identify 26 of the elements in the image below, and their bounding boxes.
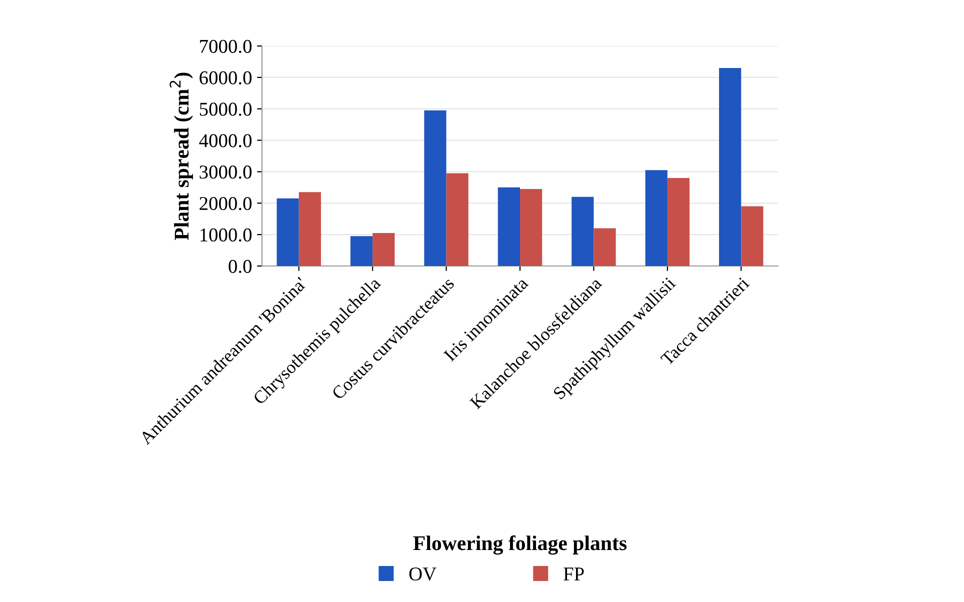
y-axis-title: Plant spread (cm$^{2}$)	[170, 72, 193, 240]
y-tick-label: 0.0	[228, 260, 252, 274]
bar	[446, 173, 468, 266]
bar	[372, 233, 395, 266]
y-tick-label: 3000.0	[200, 166, 252, 179]
bar	[572, 196, 594, 266]
bar	[424, 110, 446, 266]
bar	[350, 236, 373, 266]
bar	[276, 198, 299, 266]
y-tick-label: 2000.0	[200, 196, 252, 210]
bar	[741, 206, 764, 266]
bar	[667, 178, 690, 266]
legend-label: FP	[564, 568, 584, 580]
legend-label: OV	[409, 567, 436, 581]
bar	[719, 68, 742, 266]
y-tick-label: 1000.0	[200, 228, 252, 242]
bar	[520, 189, 542, 266]
y-tick-label: 4000.0	[199, 134, 252, 148]
y-tick-label: 7000.0	[200, 40, 252, 54]
y-tick-label: 5000.0	[200, 102, 252, 116]
y-tick-label: 6000.0	[200, 71, 252, 84]
x-axis-title: Flowering foliage plants	[413, 535, 627, 555]
bar	[594, 228, 616, 266]
bar	[298, 192, 321, 266]
bar	[498, 187, 520, 266]
bar	[645, 170, 668, 266]
